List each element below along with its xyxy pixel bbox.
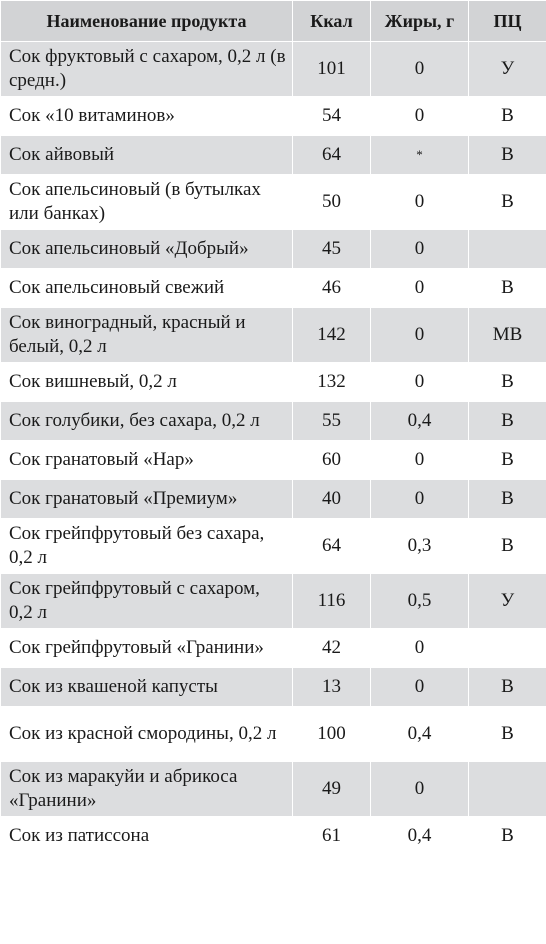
product-name-cell: Сок вишневый, 0,2 л (0, 362, 293, 402)
fat-cell: 0 (370, 41, 469, 97)
kcal-cell: 45 (292, 229, 371, 269)
header-fat: Жиры, г (370, 0, 469, 42)
pc-cell: В (468, 268, 546, 308)
fat-cell: 0 (370, 362, 469, 402)
header-kcal: Ккал (292, 0, 371, 42)
table-row: Сок фруктовый с сахаром, 0,2 л (в средн.… (0, 41, 546, 97)
pc-cell: В (468, 816, 546, 856)
table-row: Сок голубики, без сахара, 0,2 л 55 0,4 В (0, 401, 546, 441)
product-name-cell: Сок апельсиновый свежий (0, 268, 293, 308)
product-name-cell: Сок айвовый (0, 135, 293, 175)
pc-cell: В (468, 667, 546, 707)
kcal-cell: 42 (292, 628, 371, 668)
product-name-cell: Сок апельсиновый (в бутылках или банках) (0, 174, 293, 230)
pc-cell (468, 628, 546, 668)
product-name-cell: Сок апельсиновый «Добрый» (0, 229, 293, 269)
pc-cell: В (468, 518, 546, 574)
fat-cell: 0 (370, 307, 469, 363)
product-name-cell: Сок виноградный, красный и белый, 0,2 л (0, 307, 293, 363)
fat-cell: 0 (370, 268, 469, 308)
product-name-cell: Сок из патиссона (0, 816, 293, 856)
pc-cell (468, 761, 546, 817)
pc-cell: В (468, 401, 546, 441)
kcal-cell: 54 (292, 96, 371, 136)
product-name-cell: Сок грейпфрутовый с сахаром, 0,2 л (0, 573, 293, 629)
kcal-cell: 132 (292, 362, 371, 402)
table-body: Сок фруктовый с сахаром, 0,2 л (в средн.… (0, 41, 546, 856)
fat-cell: 0,5 (370, 573, 469, 629)
fat-cell: 0 (370, 628, 469, 668)
table-row: Сок апельсиновый «Добрый» 45 0 (0, 229, 546, 269)
kcal-cell: 101 (292, 41, 371, 97)
table-row: Сок апельсиновый свежий 46 0 В (0, 268, 546, 308)
table-row: Сок вишневый, 0,2 л 132 0 В (0, 362, 546, 402)
product-name-cell: Сок грейпфрутовый без сахара, 0,2 л (0, 518, 293, 574)
fat-cell: 0 (370, 761, 469, 817)
fat-cell: 0 (370, 440, 469, 480)
fat-cell: 0,4 (370, 401, 469, 441)
kcal-cell: 49 (292, 761, 371, 817)
table-header-row: Наименование продукта Ккал Жиры, г ПЦ (0, 0, 546, 42)
fat-cell: 0 (370, 229, 469, 269)
pc-cell: В (468, 440, 546, 480)
table-row: Сок грейпфрутовый без сахара, 0,2 л 64 0,3… (0, 518, 546, 574)
table-row: Сок грейпфрутовый «Гранини» 42 0 (0, 628, 546, 668)
header-pc: ПЦ (468, 0, 546, 42)
product-name-cell: Сок грейпфрутовый «Гранини» (0, 628, 293, 668)
kcal-cell: 40 (292, 479, 371, 519)
product-name-cell: Сок из красной смородины, 0,2 л (0, 706, 293, 762)
pc-cell: В (468, 479, 546, 519)
fat-cell: 0 (370, 96, 469, 136)
product-name-cell: Сок фруктовый с сахаром, 0,2 л (в средн.… (0, 41, 293, 97)
table-row: Сок грейпфрутовый с сахаром, 0,2 л 116 0,5… (0, 573, 546, 629)
kcal-cell: 116 (292, 573, 371, 629)
kcal-cell: 61 (292, 816, 371, 856)
header-product-name: Наименование продукта (0, 0, 293, 42)
fat-cell: 0,3 (370, 518, 469, 574)
table-row: Сок гранатовый «Премиум» 40 0 В (0, 479, 546, 519)
pc-cell: В (468, 96, 546, 136)
table-row: Сок «10 витаминов» 54 0 В (0, 96, 546, 136)
table-row: Сок из маракуйи и абрикоса «Гранини» 49 0 (0, 761, 546, 817)
pc-cell: В (468, 362, 546, 402)
kcal-cell: 64 (292, 135, 371, 175)
product-name-cell: Сок гранатовый «Нар» (0, 440, 293, 480)
fat-cell: 0 (370, 667, 469, 707)
product-name-cell: Сок «10 витаминов» (0, 96, 293, 136)
kcal-cell: 50 (292, 174, 371, 230)
product-name-cell: Сок из маракуйи и абрикоса «Гранини» (0, 761, 293, 817)
table-row: Сок айвовый 64 * В (0, 135, 546, 175)
product-name-cell: Сок из квашеной капусты (0, 667, 293, 707)
table-row: Сок апельсиновый (в бутылках или банках)… (0, 174, 546, 230)
fat-cell: 0,4 (370, 706, 469, 762)
kcal-cell: 46 (292, 268, 371, 308)
pc-cell: В (468, 706, 546, 762)
kcal-cell: 60 (292, 440, 371, 480)
fat-cell: 0 (370, 479, 469, 519)
kcal-cell: 100 (292, 706, 371, 762)
pc-cell (468, 229, 546, 269)
kcal-cell: 142 (292, 307, 371, 363)
kcal-cell: 64 (292, 518, 371, 574)
product-name-cell: Сок голубики, без сахара, 0,2 л (0, 401, 293, 441)
kcal-cell: 55 (292, 401, 371, 441)
table-row: Сок из патиссона 61 0,4 В (0, 816, 546, 856)
kcal-cell: 13 (292, 667, 371, 707)
nutrition-table: Наименование продукта Ккал Жиры, г ПЦ Со… (0, 0, 546, 856)
pc-cell: У (468, 573, 546, 629)
pc-cell: В (468, 174, 546, 230)
table-row: Сок из красной смородины, 0,2 л 100 0,4 В (0, 706, 546, 762)
table-row: Сок из квашеной капусты 13 0 В (0, 667, 546, 707)
product-name-cell: Сок гранатовый «Премиум» (0, 479, 293, 519)
pc-cell: МВ (468, 307, 546, 363)
table-row: Сок гранатовый «Нар» 60 0 В (0, 440, 546, 480)
pc-cell: В (468, 135, 546, 175)
fat-cell: 0 (370, 174, 469, 230)
fat-cell: * (370, 135, 469, 175)
pc-cell: У (468, 41, 546, 97)
fat-cell: 0,4 (370, 816, 469, 856)
